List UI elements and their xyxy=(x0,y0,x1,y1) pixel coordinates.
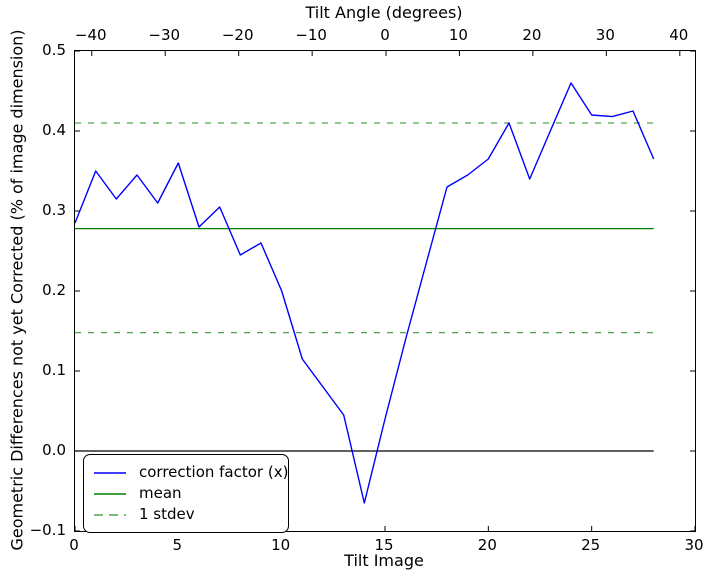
legend-line-green-dashed xyxy=(94,512,126,518)
x-tick-label: 20 xyxy=(477,536,497,554)
legend-line-blue-solid xyxy=(94,470,126,476)
x-tick-label: 5 xyxy=(172,536,183,554)
legend-item-stdev: 1 stdev xyxy=(94,504,280,525)
legend-item-correction-factor: correction factor (x) xyxy=(94,462,288,483)
top-tick-label: 10 xyxy=(448,26,468,44)
legend-label-correction-factor: correction factor (x) xyxy=(139,463,289,481)
y-tick-label: 0.2 xyxy=(42,281,66,299)
legend-item-mean: mean xyxy=(94,483,280,504)
y-tick-label: 0.5 xyxy=(42,41,66,59)
legend-label-mean: mean xyxy=(139,484,182,502)
plot-svg xyxy=(75,51,695,531)
y-tick-label: 0.3 xyxy=(42,201,66,219)
top-axis-title: Tilt Angle (degrees) xyxy=(305,3,463,22)
plot-area: correction factor (x) mean 1 stdev xyxy=(74,50,696,533)
top-tick-label: 0 xyxy=(380,26,390,44)
y-tick-label: 0.1 xyxy=(42,361,66,379)
bottom-axis-title: Tilt Image xyxy=(344,551,424,570)
top-tick-label: 30 xyxy=(595,26,615,44)
top-tick-label: −10 xyxy=(295,26,327,44)
x-tick-label: 10 xyxy=(271,536,291,554)
top-tick-label: 20 xyxy=(522,26,542,44)
y-tick-label: −0.1 xyxy=(29,521,66,539)
y-tick-label: 0.4 xyxy=(42,121,66,139)
x-tick-label: 0 xyxy=(69,536,79,554)
y-tick-label: 0.0 xyxy=(42,441,66,459)
x-tick-label: 15 xyxy=(374,536,394,554)
correction-factor-line xyxy=(75,82,655,504)
legend-line-green-solid xyxy=(94,491,126,497)
top-tick-label: 40 xyxy=(669,26,689,44)
legend-label-stdev: 1 stdev xyxy=(139,505,195,523)
top-tick-label: −20 xyxy=(221,26,254,44)
top-tick-label: −30 xyxy=(148,26,181,44)
legend: correction factor (x) mean 1 stdev xyxy=(83,454,289,533)
top-tick-label: −40 xyxy=(74,26,107,44)
x-tick-label: 25 xyxy=(581,536,601,554)
x-tick-label: 30 xyxy=(684,536,704,554)
